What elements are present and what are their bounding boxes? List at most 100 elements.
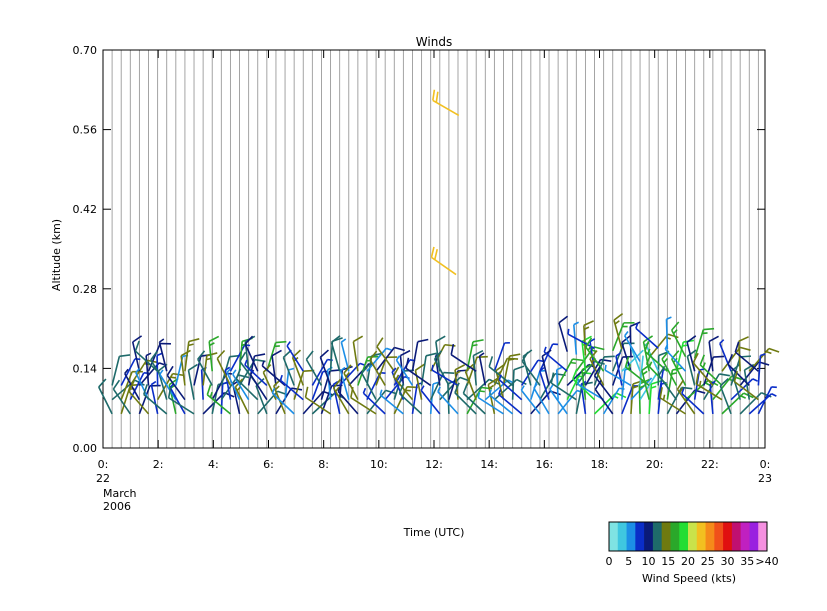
barb-shaft <box>392 376 414 401</box>
barb-half-feather <box>702 362 706 368</box>
barb-shaft <box>282 357 295 386</box>
wind-barb <box>392 366 414 401</box>
barb-half-feather <box>391 367 397 373</box>
wind-barb <box>111 354 131 386</box>
barb-shaft <box>229 344 246 372</box>
wind-barb <box>521 351 541 386</box>
wind-barb <box>511 365 525 400</box>
barb-feather <box>331 335 341 344</box>
barb-half-feather <box>472 343 478 347</box>
wind-barb <box>430 246 457 276</box>
legend-swatch <box>609 522 619 551</box>
barb-feather <box>516 378 527 386</box>
wind-barb <box>197 350 213 386</box>
barb-feather <box>343 364 352 374</box>
x-tick-label: 20: <box>646 458 664 471</box>
wind-barb <box>431 364 459 387</box>
barb-shaft <box>580 384 587 414</box>
barb-shaft <box>539 343 554 372</box>
barb-shaft <box>147 343 161 372</box>
barb-feather <box>454 364 466 371</box>
barb-half-feather <box>543 346 547 353</box>
barb-half-feather <box>771 393 777 397</box>
barb-shaft <box>613 319 623 350</box>
barb-feather <box>464 363 474 373</box>
barb-feather <box>495 363 506 372</box>
barb-shaft <box>639 355 644 386</box>
barb-shaft <box>708 341 714 372</box>
barb-feather <box>667 333 679 339</box>
wind-barb <box>271 349 282 386</box>
barb-feather <box>443 371 455 375</box>
legend-tick-label: 25 <box>701 555 715 568</box>
legend-swatch <box>723 522 733 551</box>
barb-half-feather <box>159 369 164 375</box>
barb-feather <box>658 365 666 376</box>
wind-barb <box>319 349 332 386</box>
x-tick-label: 6: <box>263 458 274 471</box>
barb-feather <box>572 368 578 380</box>
barb-shaft <box>648 383 653 414</box>
barb-half-feather <box>395 355 401 361</box>
wind-barb <box>478 352 487 386</box>
barb-shaft <box>686 356 696 386</box>
barb-shaft <box>369 359 386 386</box>
barb-shaft <box>657 369 664 400</box>
barb-shaft <box>462 392 486 415</box>
wind-barb <box>187 363 199 400</box>
barb-shaft <box>593 356 605 386</box>
wind-barb <box>226 367 241 401</box>
wind-barb <box>332 378 350 415</box>
x-tick-sublabel: 22 <box>96 472 110 485</box>
wind-barb <box>379 389 404 415</box>
barb-half-feather <box>362 387 367 394</box>
barb-shaft <box>686 342 696 372</box>
wind-barb <box>681 388 705 415</box>
barb-shaft <box>450 353 477 372</box>
barb-shaft <box>305 359 323 386</box>
barb-shaft <box>604 369 632 387</box>
barb-shaft <box>675 341 685 372</box>
barb-feather <box>417 338 429 343</box>
barb-half-feather <box>671 372 678 375</box>
barb-shaft <box>748 393 773 415</box>
wind-barb <box>411 338 429 372</box>
wind-barb <box>395 355 414 386</box>
barb-shaft <box>208 341 214 372</box>
barb-shaft <box>411 341 419 372</box>
wind-barb <box>493 342 510 372</box>
barb-shaft <box>624 335 641 362</box>
barb-shaft <box>238 341 243 372</box>
x-tick-label: 12: <box>425 458 443 471</box>
wind-barb <box>539 343 559 372</box>
barb-shaft <box>286 345 304 372</box>
barb-half-feather <box>647 348 651 355</box>
wind-barb <box>648 379 662 414</box>
wind-barb <box>343 364 359 401</box>
barb-feather <box>550 372 555 384</box>
barb-shaft <box>143 393 168 415</box>
barb-shaft <box>405 367 432 387</box>
barb-feather <box>150 350 158 361</box>
barb-feather <box>119 354 131 358</box>
barb-half-feather <box>573 321 579 326</box>
barb-feather <box>275 340 287 344</box>
barb-shaft <box>128 390 150 415</box>
wind-barb <box>286 341 304 372</box>
barb-shaft <box>311 359 329 386</box>
barb-half-feather <box>488 384 495 390</box>
wind-barb <box>150 380 159 415</box>
barb-shaft <box>291 357 305 386</box>
chart-title: Winds <box>416 35 452 49</box>
barb-feather <box>405 357 410 369</box>
wind-barb <box>734 341 759 372</box>
wind-barb <box>352 335 364 372</box>
barb-shaft <box>271 355 277 386</box>
wind-speed-legend: 0 5 10 15 20 25 30 35 >40 <box>606 521 779 568</box>
barb-feather <box>768 347 780 353</box>
barb-feather <box>369 350 378 361</box>
wind-barb <box>112 379 131 415</box>
barb-shaft <box>193 356 202 386</box>
barb-shaft <box>502 355 511 386</box>
barb-feather <box>197 350 206 360</box>
